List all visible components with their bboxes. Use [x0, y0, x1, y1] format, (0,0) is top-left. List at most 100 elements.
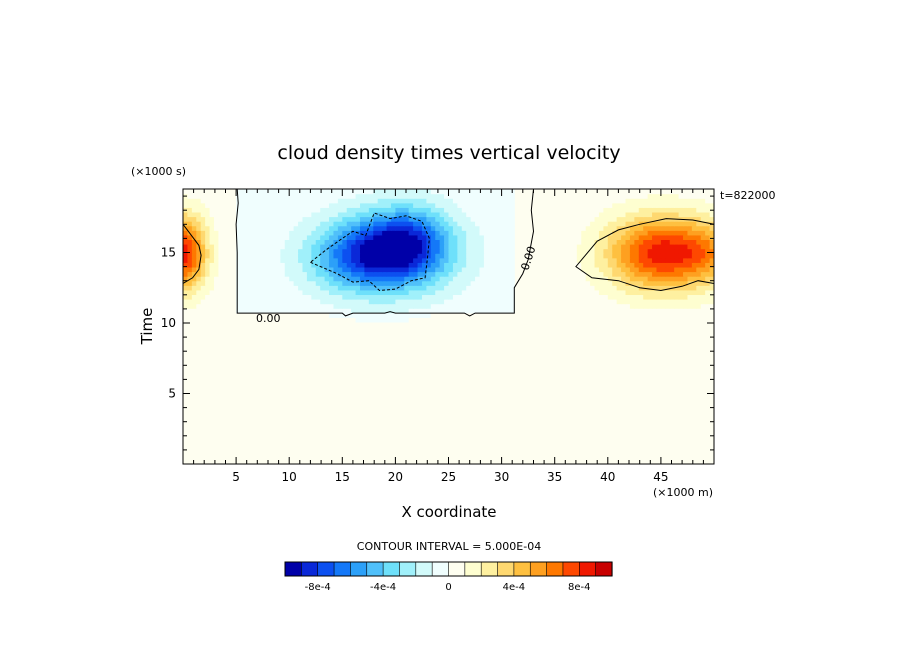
heatmap-cell: [572, 280, 578, 286]
heatmap-cell: [324, 354, 330, 360]
heatmap-cell: [506, 308, 512, 314]
heatmap-cell: [603, 441, 609, 447]
heatmap-cell: [541, 422, 547, 428]
heatmap-cell: [231, 335, 237, 341]
heatmap-cell: [324, 363, 330, 369]
heatmap-cell: [660, 299, 666, 305]
heatmap-cell: [298, 340, 304, 346]
heatmap-cell: [395, 308, 401, 314]
heatmap-cell: [616, 289, 622, 296]
heatmap-cell: [218, 354, 224, 360]
heatmap-cell: [298, 390, 304, 396]
heatmap-cell: [324, 321, 330, 328]
heatmap-cell: [625, 390, 631, 396]
heatmap-cell: [258, 386, 264, 392]
heatmap-cell: [581, 326, 587, 332]
heatmap-cell: [563, 335, 569, 341]
heatmap-cell: [213, 303, 219, 309]
heatmap-cell: [634, 299, 640, 305]
heatmap-cell: [625, 381, 631, 387]
heatmap-cell: [236, 326, 242, 332]
heatmap-cell: [652, 390, 658, 396]
heatmap-cell: [306, 386, 312, 392]
heatmap-cell: [660, 422, 666, 428]
heatmap-cell: [399, 358, 405, 364]
heatmap-cell: [607, 376, 613, 383]
heatmap-cell: [355, 422, 361, 428]
heatmap-cell: [678, 317, 684, 323]
heatmap-cell: [647, 376, 653, 383]
heatmap-cell: [368, 404, 374, 410]
heatmap-cell: [528, 450, 534, 456]
heatmap-cell: [404, 422, 410, 428]
heatmap-cell: [271, 303, 277, 309]
heatmap-cell: [244, 312, 250, 318]
heatmap-cell: [364, 340, 370, 346]
heatmap-cell: [222, 399, 228, 406]
heatmap-cell: [656, 326, 662, 332]
heatmap-cell: [576, 427, 582, 433]
heatmap-cell: [213, 431, 219, 438]
heatmap-cell: [231, 321, 237, 328]
heatmap-cell: [448, 418, 454, 424]
heatmap-cell: [643, 372, 649, 378]
heatmap-cell: [333, 436, 339, 442]
heatmap-cell: [284, 399, 290, 406]
heatmap-cell: [567, 418, 573, 424]
heatmap-cell: [373, 450, 379, 456]
heatmap-cell: [519, 431, 525, 438]
heatmap-cell: [537, 363, 543, 369]
heatmap-cell: [196, 340, 202, 346]
heatmap-cell: [492, 340, 498, 346]
heatmap-cell: [267, 308, 273, 314]
heatmap-cell: [399, 454, 405, 461]
heatmap-cell: [258, 413, 264, 419]
heatmap-cell: [594, 358, 600, 364]
heatmap-cell: [209, 372, 215, 378]
heatmap-cell: [298, 372, 304, 378]
heatmap-cell: [656, 390, 662, 396]
heatmap-cell: [218, 294, 224, 300]
heatmap-cell: [275, 381, 281, 387]
heatmap-cell: [249, 344, 255, 351]
heatmap-cell: [567, 344, 573, 351]
heatmap-cell: [572, 358, 578, 364]
heatmap-cell: [271, 349, 277, 355]
heatmap-cell: [638, 459, 644, 464]
heatmap-cell: [488, 354, 494, 360]
heatmap-cell: [590, 349, 596, 355]
heatmap-cell: [497, 280, 503, 286]
heatmap-cell: [435, 349, 441, 355]
heatmap-cell: [585, 404, 591, 410]
heatmap-cell: [612, 395, 618, 401]
heatmap-cell: [519, 454, 525, 461]
heatmap-cell: [289, 303, 295, 309]
heatmap-cell: [625, 386, 631, 392]
heatmap-cell: [643, 381, 649, 387]
heatmap-cell: [187, 431, 193, 438]
heatmap-cell: [466, 450, 472, 456]
heatmap-cell: [222, 450, 228, 456]
heatmap-cell: [249, 454, 255, 461]
heatmap-cell: [625, 289, 631, 296]
heatmap-cell: [275, 344, 281, 351]
heatmap-cell: [382, 308, 388, 314]
heatmap-cell: [187, 358, 193, 364]
heatmap-cell: [634, 386, 640, 392]
heatmap-cell: [399, 276, 405, 282]
heatmap-cell: [638, 335, 644, 341]
heatmap-cell: [687, 285, 693, 291]
heatmap-cell: [333, 289, 339, 296]
heatmap-cell: [572, 354, 578, 360]
heatmap-cell: [452, 422, 458, 428]
heatmap-cell: [227, 312, 233, 318]
heatmap-cell: [603, 340, 609, 346]
heatmap-cell: [466, 445, 472, 451]
heatmap-cell: [191, 303, 197, 309]
heatmap-cell: [342, 404, 348, 410]
heatmap-cell: [448, 358, 454, 364]
heatmap-cell: [576, 289, 582, 296]
heatmap-cell: [342, 418, 348, 424]
heatmap-cell: [368, 395, 374, 401]
heatmap-cell: [506, 312, 512, 318]
